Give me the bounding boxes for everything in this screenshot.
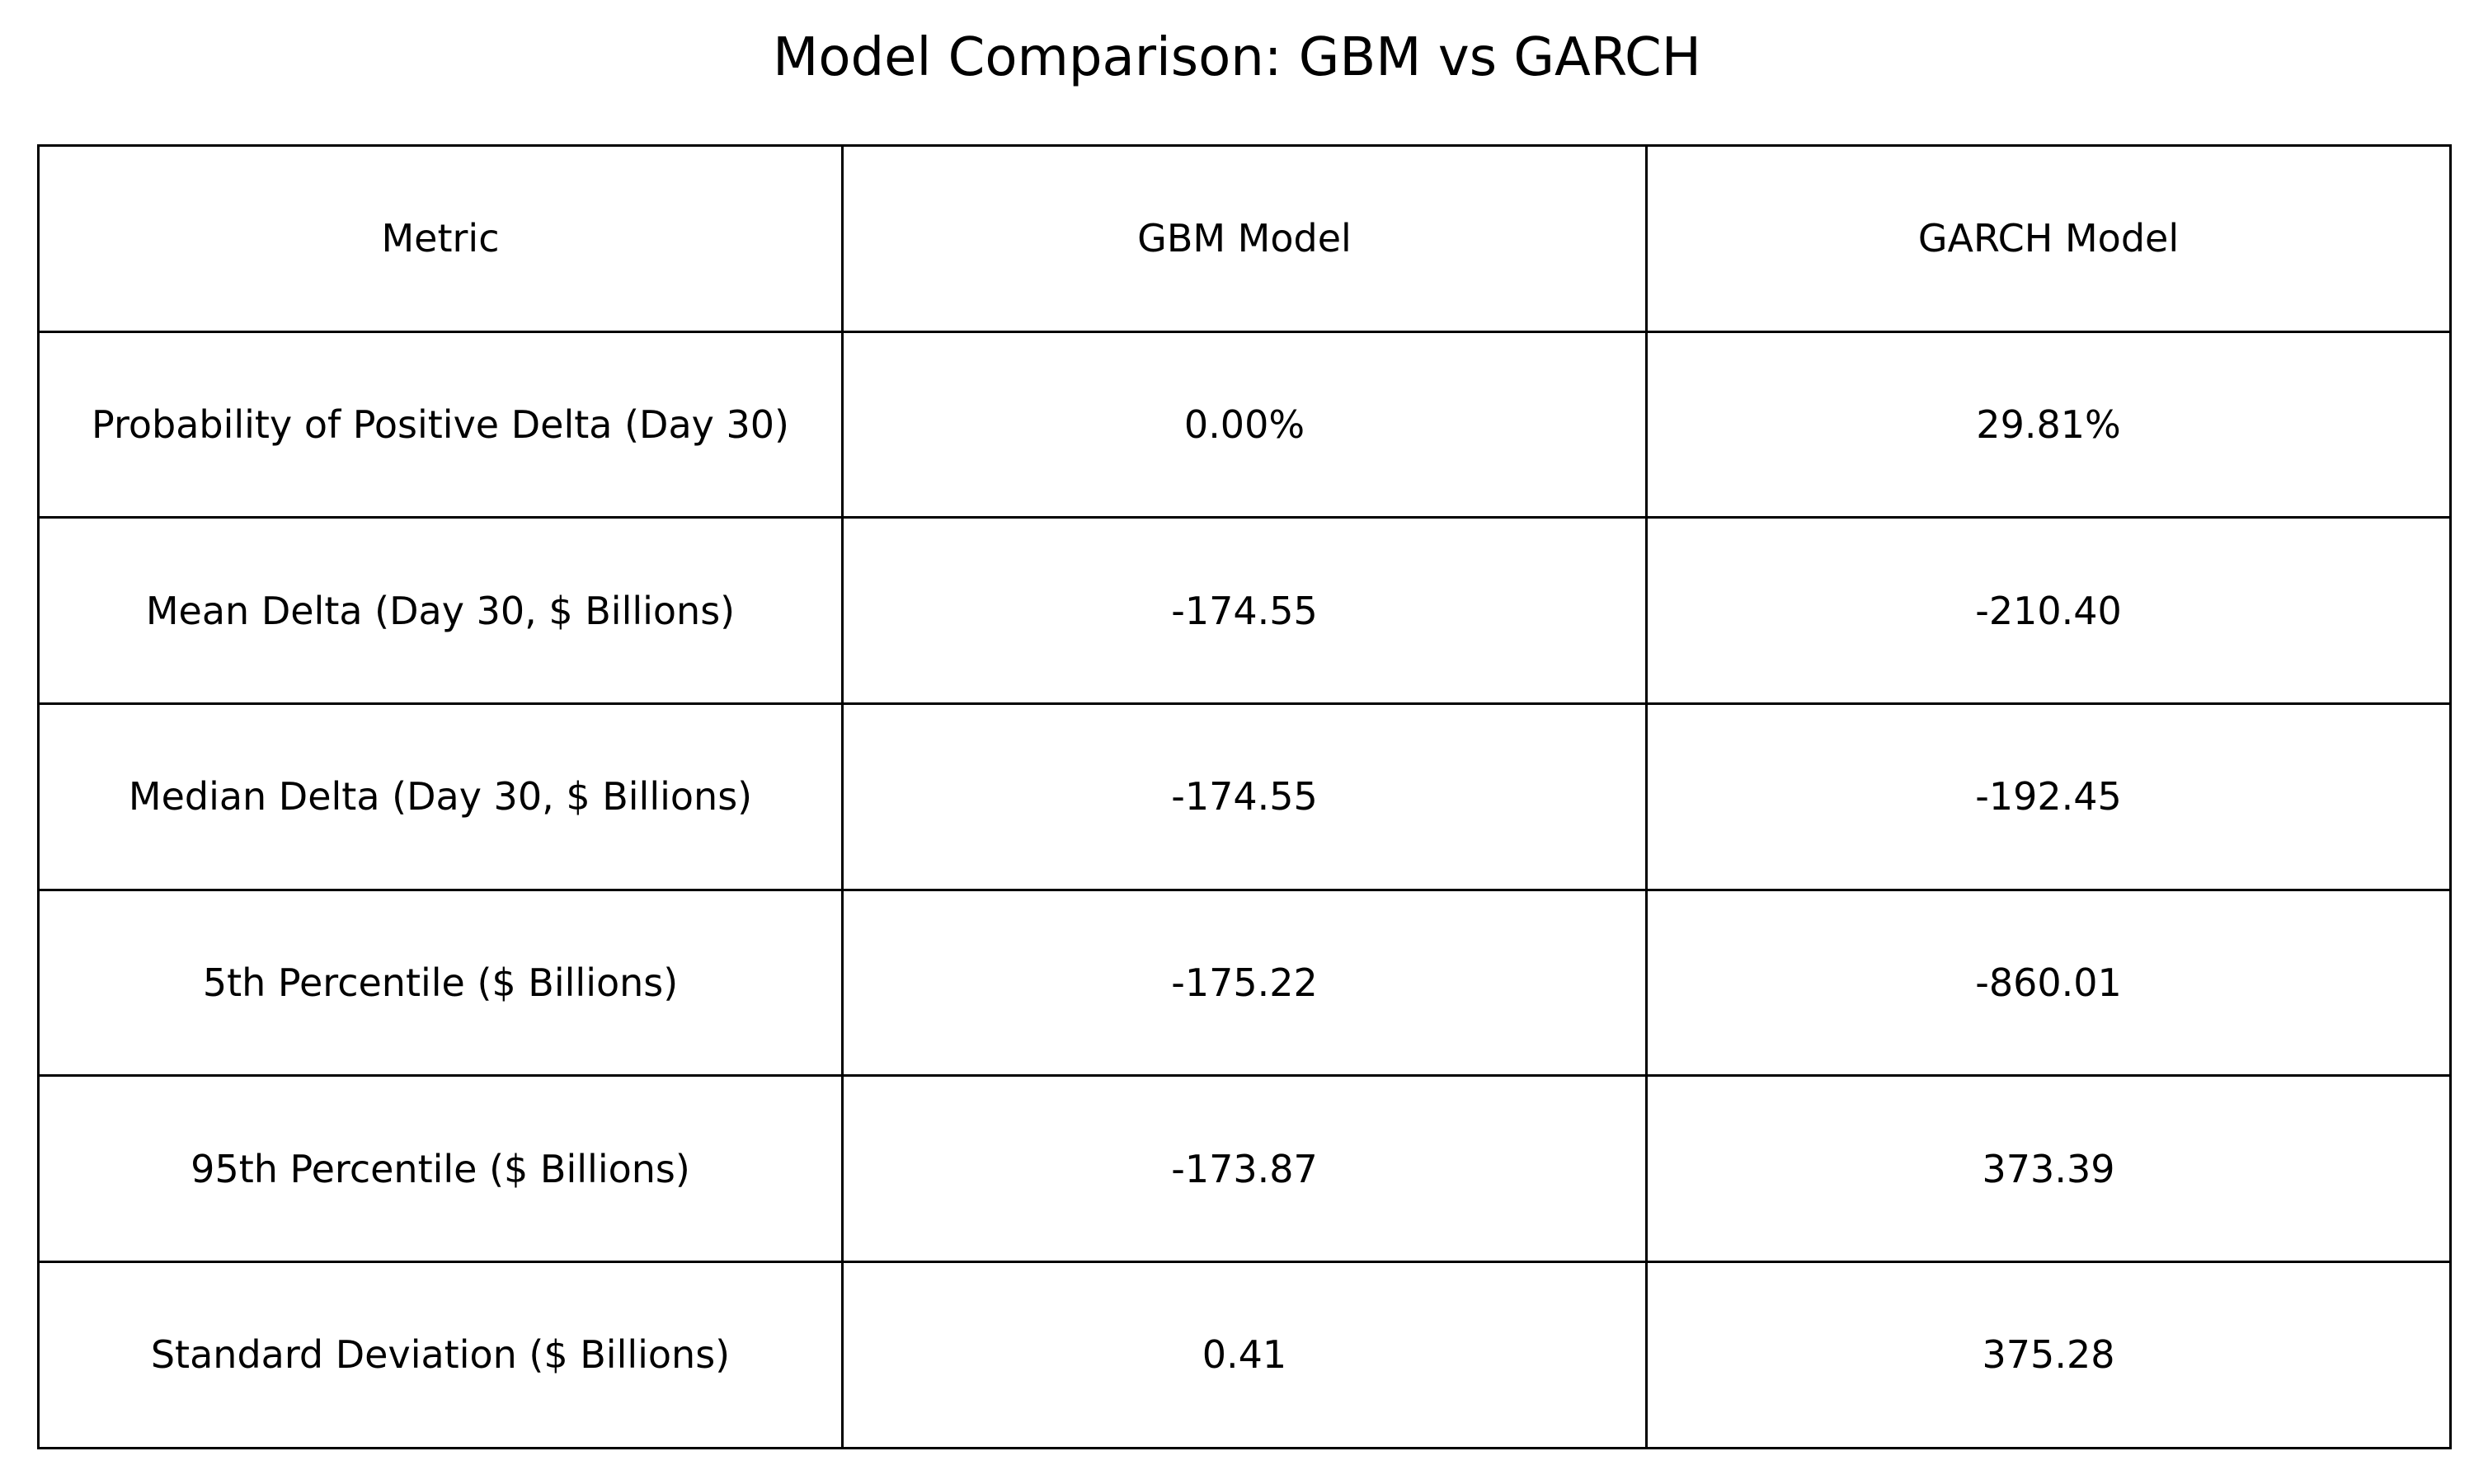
garch-value-cell: 29.81% (1645, 330, 2452, 519)
garch-value-cell: 373.39 (1645, 1074, 2452, 1264)
chart-title: Model Comparison: GBM vs GARCH (773, 27, 1701, 88)
header-cell-gbm: GBM Model (841, 144, 1648, 333)
gbm-value-cell: -174.55 (841, 516, 1648, 706)
gbm-value-cell: -174.55 (841, 702, 1648, 891)
garch-value-cell: -210.40 (1645, 516, 2452, 706)
table-row: Probability of Positive Delta (Day 30) 0… (37, 330, 2452, 519)
garch-value-cell: -192.45 (1645, 702, 2452, 891)
table-row: Median Delta (Day 30, $ Billions) -174.5… (37, 702, 2452, 891)
table-row: Standard Deviation ($ Billions) 0.41 375… (37, 1261, 2452, 1449)
metric-cell: Probability of Positive Delta (Day 30) (37, 330, 844, 519)
gbm-value-cell: -173.87 (841, 1074, 1648, 1264)
gbm-value-cell: -175.22 (841, 888, 1648, 1078)
metric-cell: 95th Percentile ($ Billions) (37, 1074, 844, 1264)
table-row: 95th Percentile ($ Billions) -173.87 373… (37, 1074, 2452, 1264)
table-row: 5th Percentile ($ Billions) -175.22 -860… (37, 888, 2452, 1078)
header-row: Metric GBM Model GARCH Model (37, 144, 2452, 333)
table-row: Mean Delta (Day 30, $ Billions) -174.55 … (37, 516, 2452, 706)
garch-value-cell: -860.01 (1645, 888, 2452, 1078)
metric-cell: Standard Deviation ($ Billions) (37, 1261, 844, 1449)
garch-value-cell: 375.28 (1645, 1261, 2452, 1449)
metric-cell: 5th Percentile ($ Billions) (37, 888, 844, 1078)
metric-cell: Median Delta (Day 30, $ Billions) (37, 702, 844, 891)
header-cell-metric: Metric (37, 144, 844, 333)
comparison-table: Metric GBM Model GARCH Model Probability… (37, 144, 2452, 1449)
metric-cell: Mean Delta (Day 30, $ Billions) (37, 516, 844, 706)
header-cell-garch: GARCH Model (1645, 144, 2452, 333)
gbm-value-cell: 0.41 (841, 1261, 1648, 1449)
gbm-value-cell: 0.00% (841, 330, 1648, 519)
